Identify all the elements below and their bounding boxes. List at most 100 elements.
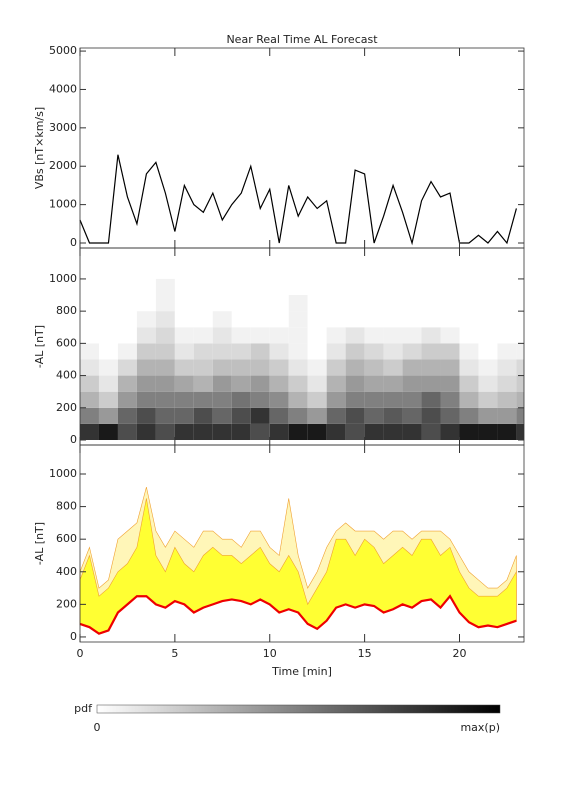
pdf-cell [326, 407, 346, 424]
pdf-cell [459, 278, 479, 296]
pdf-cell [440, 407, 460, 424]
pdf-cell [250, 423, 270, 441]
y-tick-label: 3000 [49, 121, 77, 134]
pdf-cell [231, 359, 251, 376]
pdf-cell [345, 423, 365, 441]
pdf-cell [231, 295, 251, 312]
pdf-cell [174, 278, 194, 296]
pdf-cell [155, 423, 175, 441]
pdf-cell [307, 343, 327, 360]
pdf-cell [383, 391, 403, 408]
x-tick-label: 20 [452, 647, 466, 660]
pdf-cell [269, 391, 289, 408]
pdf-cell [231, 311, 251, 328]
pdf-cell [402, 343, 422, 360]
pdf-cell [421, 343, 441, 360]
pdf-cell [421, 391, 441, 408]
y-tick-label: 200 [56, 401, 77, 414]
pdf-cell [174, 343, 194, 360]
y-tick-label: 0 [70, 236, 77, 249]
pdf-cell [497, 278, 517, 296]
y-tick-label: 1000 [49, 198, 77, 211]
pdf-cell [98, 343, 118, 360]
pdf-cell [326, 295, 346, 312]
pdf-cell [80, 391, 99, 408]
pdf-cell [497, 343, 517, 360]
pdf-cell [326, 278, 346, 296]
pdf-cell [440, 359, 460, 376]
pdf-cell [307, 295, 327, 312]
y-tick-label: 600 [56, 336, 77, 349]
pdf-cell [516, 423, 524, 441]
pdf-cell [98, 375, 118, 392]
pdf-cell [80, 375, 99, 392]
pdf-cell [440, 375, 460, 392]
pdf-cell [80, 295, 99, 312]
pdf-cell [174, 295, 194, 312]
pdf-cell [440, 311, 460, 328]
pdf-cell [117, 311, 137, 328]
pdf-cell [155, 407, 175, 424]
colorbar-label: pdf [74, 702, 93, 715]
x-axis-label: Time [min] [271, 665, 332, 678]
pdf-cell [117, 359, 137, 376]
pdf-cell [516, 327, 524, 344]
y-tick-label: 400 [56, 369, 77, 382]
pdf-cell [80, 327, 99, 344]
pdf-cell [80, 423, 99, 441]
pdf-cell [326, 311, 346, 328]
pdf-cell [459, 375, 479, 392]
pdf-cell [155, 311, 175, 328]
colorbar-min: 0 [94, 721, 101, 734]
pdf-cell [269, 359, 289, 376]
pdf-cell [307, 359, 327, 376]
pdf-cell [383, 311, 403, 328]
pdf-cell [364, 407, 384, 424]
pdf-cell [174, 407, 194, 424]
pdf-cell [440, 278, 460, 296]
pdf-cell [231, 423, 251, 441]
pdf-cell [136, 359, 156, 376]
pdf-cell [459, 359, 479, 376]
pdf-cell [364, 278, 384, 296]
pdf-cell [307, 375, 327, 392]
pdf-cell [478, 407, 498, 424]
pdf-cell [421, 423, 441, 441]
pdf-cell [136, 375, 156, 392]
pdf-cell [516, 343, 524, 360]
pdf-cell [326, 359, 346, 376]
pdf-cell [345, 375, 365, 392]
pdf-cell [269, 327, 289, 344]
pdf-cell [402, 423, 422, 441]
pdf-cell [250, 295, 270, 312]
pdf-cell [250, 278, 270, 296]
pdf-cell [98, 295, 118, 312]
heatmap [80, 278, 524, 441]
pdf-cell [212, 407, 232, 424]
pdf-cell [212, 359, 232, 376]
pdf-cell [497, 391, 517, 408]
pdf-cell [250, 375, 270, 392]
pdf-cell [155, 295, 175, 312]
pdf-cell [307, 423, 327, 441]
pdf-cell [383, 375, 403, 392]
pdf-cell [345, 278, 365, 296]
pdf-cell [421, 359, 441, 376]
pdf-cell [174, 327, 194, 344]
pdf-cell [269, 295, 289, 312]
pdf-cell [459, 423, 479, 441]
pdf-cell [497, 359, 517, 376]
pdf-cell [516, 311, 524, 328]
pdf-cell [478, 311, 498, 328]
pdf-cell [402, 407, 422, 424]
y-axis-label: -AL [nT] [33, 522, 46, 565]
pdf-cell [516, 407, 524, 424]
pdf-cell [478, 391, 498, 408]
pdf-cell [516, 375, 524, 392]
pdf-cell [459, 343, 479, 360]
pdf-cell [459, 295, 479, 312]
pdf-cell [80, 311, 99, 328]
pdf-cell [421, 327, 441, 344]
pdf-cell [136, 407, 156, 424]
x-tick-label: 15 [358, 647, 372, 660]
